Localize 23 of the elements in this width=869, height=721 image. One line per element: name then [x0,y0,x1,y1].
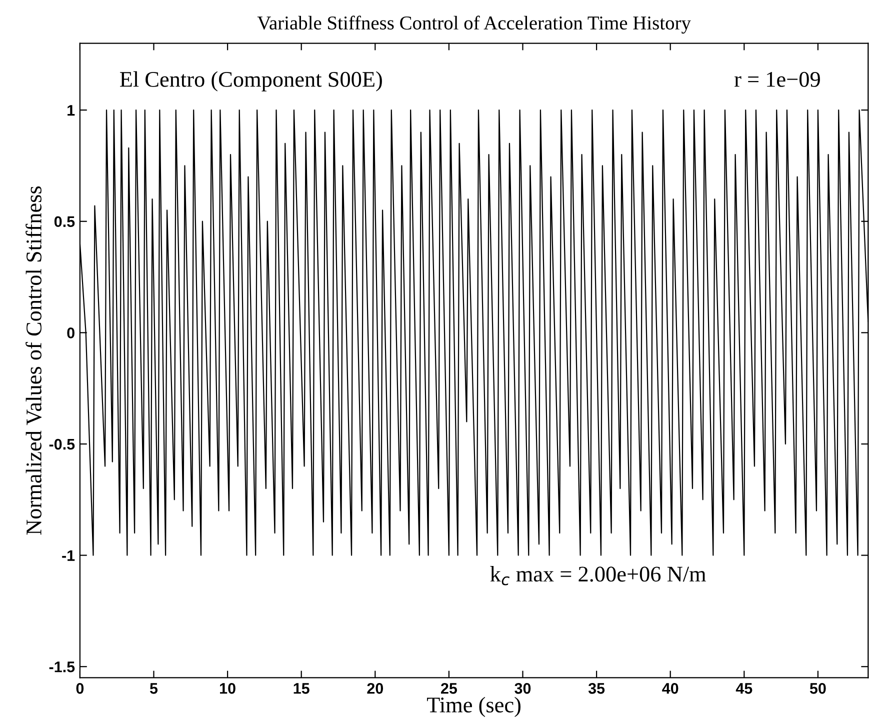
annotation: k$_{c}$ max = 2.00e+06 N/m [490,566,706,586]
x-tick-label: 45 [736,683,752,694]
annotation: r = 1e−09 [734,72,820,87]
x-tick-label: 30 [514,683,531,694]
x-tick-label: 50 [810,683,826,694]
x-tick-label: 10 [220,683,236,694]
annotation: El Centro (Component S00E) [120,71,382,92]
y-tick-label: -1.5 [49,662,75,672]
chart-title: Variable Stiffness Control of Acceleration Time History [257,16,691,34]
y-axis-title: Normalized Values of Control Stiffness [26,186,42,535]
x-tick-label: 25 [440,683,458,694]
y-tick-label: 1 [68,105,75,116]
y-tick-label: 0.5 [54,216,75,228]
x-tick-label: 0 [76,683,84,694]
y-tick-label: -1 [62,550,75,561]
x-tick-label: 20 [367,683,384,694]
x-axis-title: Time (sec) [427,696,520,717]
y-tick-label: -0.5 [49,438,75,450]
x-tick-label: 40 [662,683,678,694]
x-tick-label: 5 [150,683,158,694]
x-tick-label: 15 [294,683,310,694]
x-tick-label: 35 [588,683,605,694]
y-tick-label: 0 [67,328,74,338]
